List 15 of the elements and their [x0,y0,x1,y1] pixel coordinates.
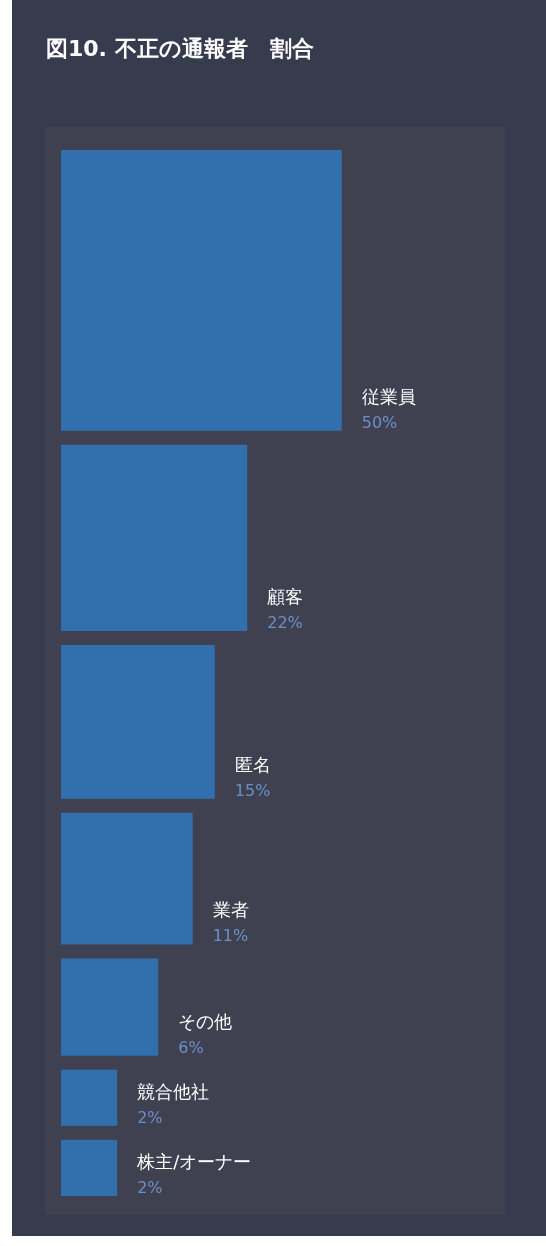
category-label: 顧客 [267,585,304,607]
data-label: 11% [212,926,249,946]
category-label: 従業員 [361,385,416,407]
category-label: 匿名 [234,753,271,775]
category-label: その他 [178,1010,233,1032]
data-label: 2% [137,1107,163,1127]
text: 図10. 不正の通報者 割合 [46,36,314,61]
data-label: 22% [267,612,303,632]
data-label: 50% [361,412,398,432]
category-label: 株主/オーナー [136,1151,252,1172]
data-label: 15% [234,780,271,800]
data-label: 2% [137,1178,163,1197]
category-label: 競合他社 [137,1080,210,1102]
data-label: 6% [178,1037,204,1057]
category-label: 業者 [212,899,249,921]
